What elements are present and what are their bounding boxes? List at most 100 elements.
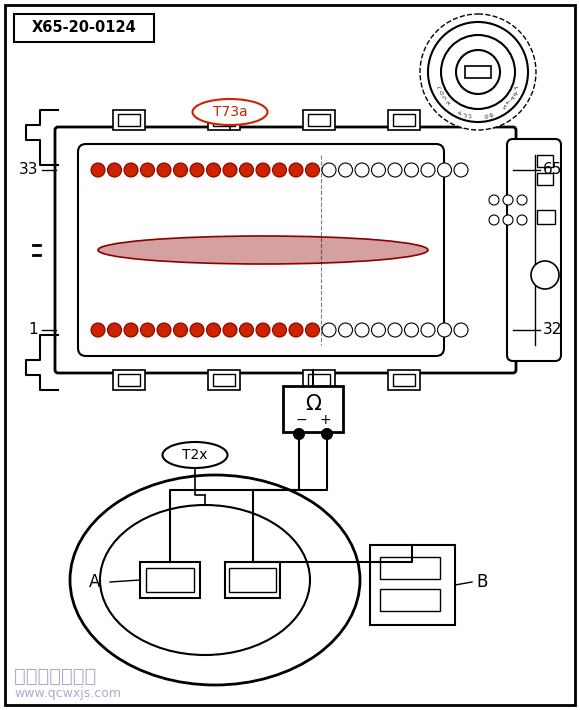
Circle shape — [372, 163, 386, 177]
Ellipse shape — [100, 505, 310, 655]
Bar — [229, 568, 276, 592]
Bar — [208, 110, 240, 130]
Circle shape — [404, 323, 419, 337]
Circle shape — [517, 195, 527, 205]
Circle shape — [517, 215, 527, 225]
Circle shape — [339, 163, 353, 177]
Bar — [283, 386, 343, 432]
Circle shape — [223, 163, 237, 177]
Bar — [140, 562, 200, 598]
Circle shape — [306, 323, 320, 337]
Bar — [388, 110, 420, 130]
Circle shape — [140, 163, 154, 177]
Bar — [303, 110, 335, 130]
Circle shape — [206, 163, 220, 177]
Circle shape — [454, 163, 468, 177]
Text: A: A — [456, 108, 462, 114]
Text: 汽车维修技术网: 汽车维修技术网 — [14, 667, 96, 685]
Bar — [146, 568, 194, 592]
Circle shape — [388, 323, 402, 337]
Bar — [393, 114, 415, 126]
Bar — [118, 374, 140, 386]
Circle shape — [454, 323, 468, 337]
FancyBboxPatch shape — [78, 144, 444, 356]
Circle shape — [322, 163, 336, 177]
Ellipse shape — [70, 475, 360, 685]
Bar — [308, 114, 330, 126]
Text: B: B — [476, 573, 488, 591]
Circle shape — [157, 323, 171, 337]
Text: L: L — [435, 84, 440, 89]
Circle shape — [190, 163, 204, 177]
Bar — [537, 155, 553, 167]
Circle shape — [273, 323, 287, 337]
Circle shape — [456, 50, 500, 94]
Bar — [113, 370, 145, 390]
Text: −: − — [295, 413, 307, 427]
Text: 32: 32 — [543, 322, 563, 337]
Circle shape — [404, 163, 419, 177]
Circle shape — [388, 163, 402, 177]
Text: A: A — [510, 94, 516, 99]
Bar — [213, 114, 235, 126]
Circle shape — [256, 323, 270, 337]
Circle shape — [107, 163, 121, 177]
FancyBboxPatch shape — [55, 127, 516, 373]
Circle shape — [240, 163, 253, 177]
Circle shape — [441, 35, 515, 109]
Circle shape — [157, 163, 171, 177]
Text: T: T — [507, 98, 513, 104]
Bar — [465, 66, 491, 78]
Text: 65: 65 — [543, 163, 563, 178]
Text: O: O — [484, 111, 488, 117]
Bar — [393, 374, 415, 386]
Text: C: C — [467, 111, 472, 117]
Circle shape — [206, 323, 220, 337]
Circle shape — [428, 22, 528, 122]
Bar — [388, 370, 420, 390]
Bar — [380, 557, 440, 579]
Ellipse shape — [193, 99, 267, 125]
Bar — [213, 374, 235, 386]
Circle shape — [306, 163, 320, 177]
Circle shape — [421, 323, 435, 337]
Bar — [308, 374, 330, 386]
Circle shape — [289, 323, 303, 337]
Circle shape — [91, 323, 105, 337]
Bar — [208, 370, 240, 390]
Circle shape — [531, 261, 559, 289]
Circle shape — [140, 323, 154, 337]
Text: O: O — [437, 89, 443, 94]
Circle shape — [355, 323, 369, 337]
Circle shape — [421, 163, 435, 177]
FancyBboxPatch shape — [507, 139, 561, 361]
Circle shape — [289, 163, 303, 177]
Circle shape — [124, 323, 138, 337]
Ellipse shape — [98, 236, 428, 264]
Bar — [118, 114, 140, 126]
Circle shape — [273, 163, 287, 177]
Text: R: R — [513, 89, 519, 94]
Text: T73a: T73a — [213, 105, 247, 119]
Text: X65-20-0124: X65-20-0124 — [32, 21, 136, 36]
Circle shape — [503, 195, 513, 205]
Circle shape — [322, 323, 336, 337]
Text: N: N — [489, 110, 494, 116]
Circle shape — [489, 215, 499, 225]
Text: T: T — [516, 84, 521, 89]
Text: A: A — [89, 573, 101, 591]
Circle shape — [107, 323, 121, 337]
Bar — [370, 545, 455, 625]
Bar — [537, 210, 555, 224]
Text: C: C — [462, 110, 467, 116]
Circle shape — [489, 195, 499, 205]
Text: Ω: Ω — [305, 394, 321, 414]
Circle shape — [437, 323, 451, 337]
Circle shape — [437, 163, 451, 177]
Text: +: + — [319, 413, 331, 427]
Text: 33: 33 — [19, 163, 38, 178]
Bar — [14, 14, 154, 42]
Circle shape — [190, 323, 204, 337]
Bar — [380, 589, 440, 611]
Text: K: K — [443, 98, 449, 104]
